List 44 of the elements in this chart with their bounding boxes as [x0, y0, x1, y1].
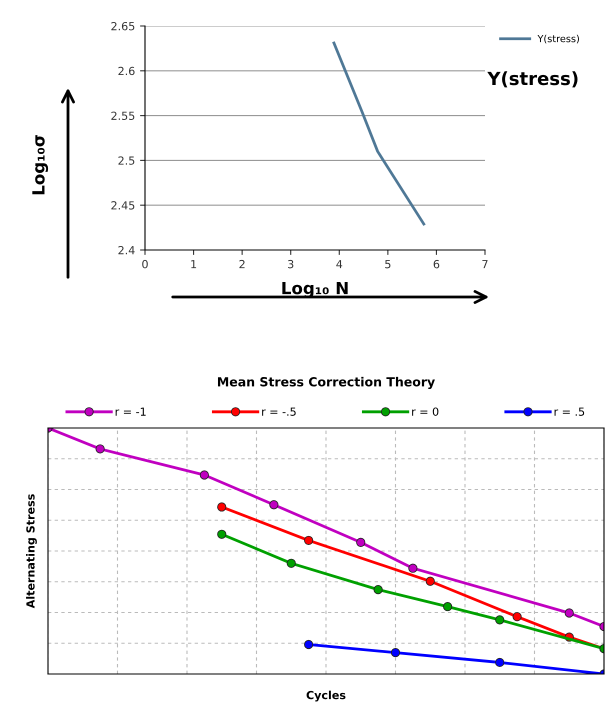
point [512, 612, 522, 622]
point [217, 530, 226, 539]
text: Y(stress) [487, 71, 578, 88]
x-axis-title: Cycles [306, 690, 346, 702]
point [356, 538, 366, 547]
x-axis-title: Log₁₀ N [282, 282, 348, 298]
x-tick-label: 7 [482, 260, 488, 268]
x-tick-label: 3 [288, 260, 294, 268]
y-tick-label: 2.55 [111, 112, 134, 120]
x-tick-label: 6 [434, 260, 440, 268]
x-tick-label: 2 [239, 260, 245, 268]
point [408, 564, 418, 573]
point [495, 658, 504, 668]
y-tick-label: 2.4 [118, 246, 135, 254]
legend-label: r = .5 [554, 408, 584, 416]
point [374, 585, 383, 594]
y-tick-label: 2.5 [118, 156, 134, 165]
point [200, 470, 209, 480]
x-tick-label: 0 [142, 260, 148, 268]
point [304, 640, 314, 650]
y-tick-label: 2.45 [111, 201, 134, 210]
point [564, 608, 574, 618]
y-axis-title: Alternating Stress [26, 494, 37, 608]
point [96, 444, 105, 454]
chart-title: Mean Stress Correction Theory [218, 376, 435, 390]
point [426, 576, 435, 586]
line-series [332, 42, 426, 226]
point [495, 615, 504, 624]
legend-label: r = -1 [116, 408, 146, 416]
point [286, 558, 296, 568]
legend-label: Y(stress) [537, 34, 579, 44]
y-tick-label: 2.65 [111, 22, 134, 30]
x-tick-label: 5 [385, 260, 390, 268]
point [390, 648, 400, 658]
point [304, 536, 314, 546]
legend-label: r = 0 [412, 407, 438, 416]
point [269, 500, 278, 510]
legend-label: r = -.5 [262, 408, 296, 416]
x-tick-label: 4 [336, 260, 342, 268]
y-tick-label: 2.6 [118, 66, 135, 76]
y-axis-title: Log₁₀σ [32, 135, 48, 194]
point [443, 602, 452, 612]
point [217, 502, 226, 512]
x-tick-label: 1 [191, 260, 196, 268]
